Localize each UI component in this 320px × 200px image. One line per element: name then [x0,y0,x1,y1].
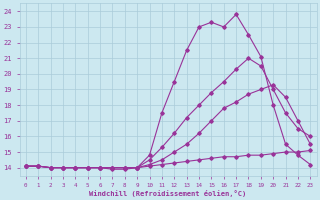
X-axis label: Windchill (Refroidissement éolien,°C): Windchill (Refroidissement éolien,°C) [90,190,247,197]
